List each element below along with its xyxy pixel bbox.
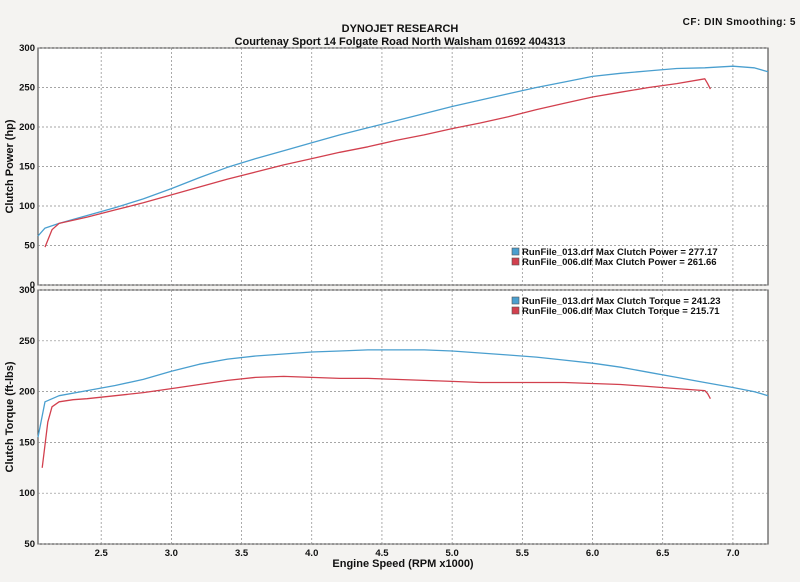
y-tick-label: 100 — [19, 201, 35, 212]
y-tick-label: 150 — [19, 437, 35, 448]
legend-entry: RunFile_006.dlf Max Clutch Torque = 215.… — [522, 306, 720, 317]
y-tick-label: 100 — [19, 488, 35, 499]
y-tick-label: 200 — [19, 122, 35, 133]
y-tick-label: 250 — [19, 83, 35, 94]
legend-entry: RunFile_013.drf Max Clutch Power = 277.1… — [522, 247, 718, 258]
series-line-run006 — [44, 78, 711, 248]
x-tick-label: 7.0 — [726, 548, 739, 559]
x-tick-label: 3.5 — [235, 548, 249, 559]
y-tick-label: 250 — [19, 336, 35, 347]
y-tick-label: 200 — [19, 387, 35, 398]
y-tick-label: 150 — [19, 162, 35, 173]
x-tick-label: 6.0 — [586, 548, 599, 559]
series-line-run013 — [37, 349, 769, 438]
series-line-run013 — [37, 65, 769, 237]
y-axis-label: Clutch Torque (ft-lbs) — [4, 361, 16, 472]
x-tick-label: 6.5 — [656, 548, 670, 559]
series-line-run006 — [41, 375, 711, 468]
legend-swatch — [511, 296, 520, 305]
x-tick-label: 3.0 — [165, 548, 178, 559]
x-tick-label: 4.0 — [305, 548, 318, 559]
plot-area — [37, 289, 769, 545]
legend-swatch — [511, 257, 520, 266]
y-tick-label: 50 — [24, 241, 35, 252]
y-tick-label: 0 — [30, 280, 35, 291]
x-tick-label: 5.0 — [446, 548, 459, 559]
x-tick-label: 4.5 — [375, 548, 389, 559]
chart-title: DYNOJET RESEARCH — [341, 23, 459, 35]
settings-readout: CF: DIN Smoothing: 5 — [682, 17, 796, 28]
legend-swatch — [511, 306, 520, 315]
legend-entry: RunFile_013.drf Max Clutch Torque = 241.… — [522, 296, 721, 307]
x-tick-label: 5.5 — [516, 548, 530, 559]
legend-swatch — [511, 247, 520, 256]
y-tick-label: 50 — [24, 539, 35, 550]
chart-subtitle: Courtenay Sport 14 Folgate Road North Wa… — [234, 36, 566, 48]
y-axis-label: Clutch Power (hp) — [4, 119, 16, 213]
y-tick-label: 300 — [19, 43, 35, 54]
legend-entry: RunFile_006.dlf Max Clutch Power = 261.6… — [522, 257, 717, 268]
x-axis-label: Engine Speed (RPM x1000) — [332, 558, 474, 570]
x-tick-label: 2.5 — [95, 548, 109, 559]
y-tick-label: 300 — [19, 285, 35, 296]
